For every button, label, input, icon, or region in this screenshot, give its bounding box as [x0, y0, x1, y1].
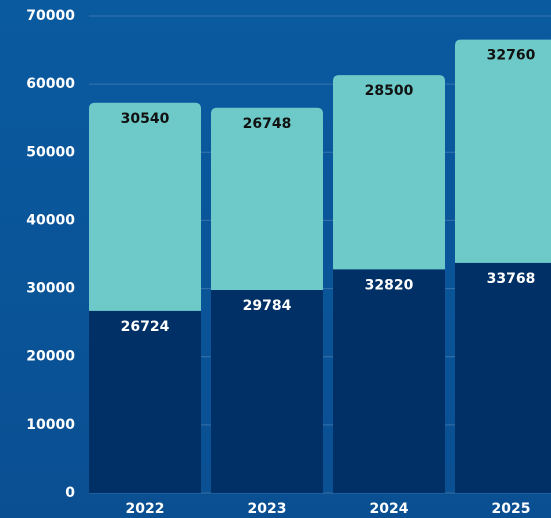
y-tick-label: 0: [65, 485, 75, 501]
x-tick-label: 2025: [492, 501, 531, 517]
value-label: 32760: [487, 48, 536, 64]
value-label: 26724: [121, 319, 170, 335]
bar-segment: [89, 102, 201, 311]
y-tick-label: 10000: [26, 417, 75, 433]
bar-segment: [333, 75, 445, 270]
value-label: 32820: [365, 277, 414, 293]
bar-segment: [455, 262, 551, 493]
x-tick-label: 2024: [370, 501, 409, 517]
y-tick-label: 60000: [26, 76, 75, 92]
value-label: 33768: [487, 271, 536, 287]
bar-segment: [211, 290, 323, 493]
y-tick-label: 30000: [26, 281, 75, 297]
x-tick-label: 2022: [126, 501, 165, 517]
y-tick-label: 20000: [26, 349, 75, 365]
bar-segment: [89, 310, 201, 493]
value-label: 26748: [243, 116, 292, 132]
x-tick-label: 2023: [248, 501, 287, 517]
y-tick-label: 50000: [26, 144, 75, 160]
bar-segment: [333, 269, 445, 493]
value-label: 29784: [243, 298, 292, 314]
bar-segment: [455, 39, 551, 263]
value-label: 28500: [365, 83, 414, 99]
y-tick-label: 70000: [26, 8, 75, 24]
y-tick-label: 40000: [26, 212, 75, 228]
value-label: 30540: [121, 111, 170, 127]
bar-segment: [211, 107, 323, 291]
